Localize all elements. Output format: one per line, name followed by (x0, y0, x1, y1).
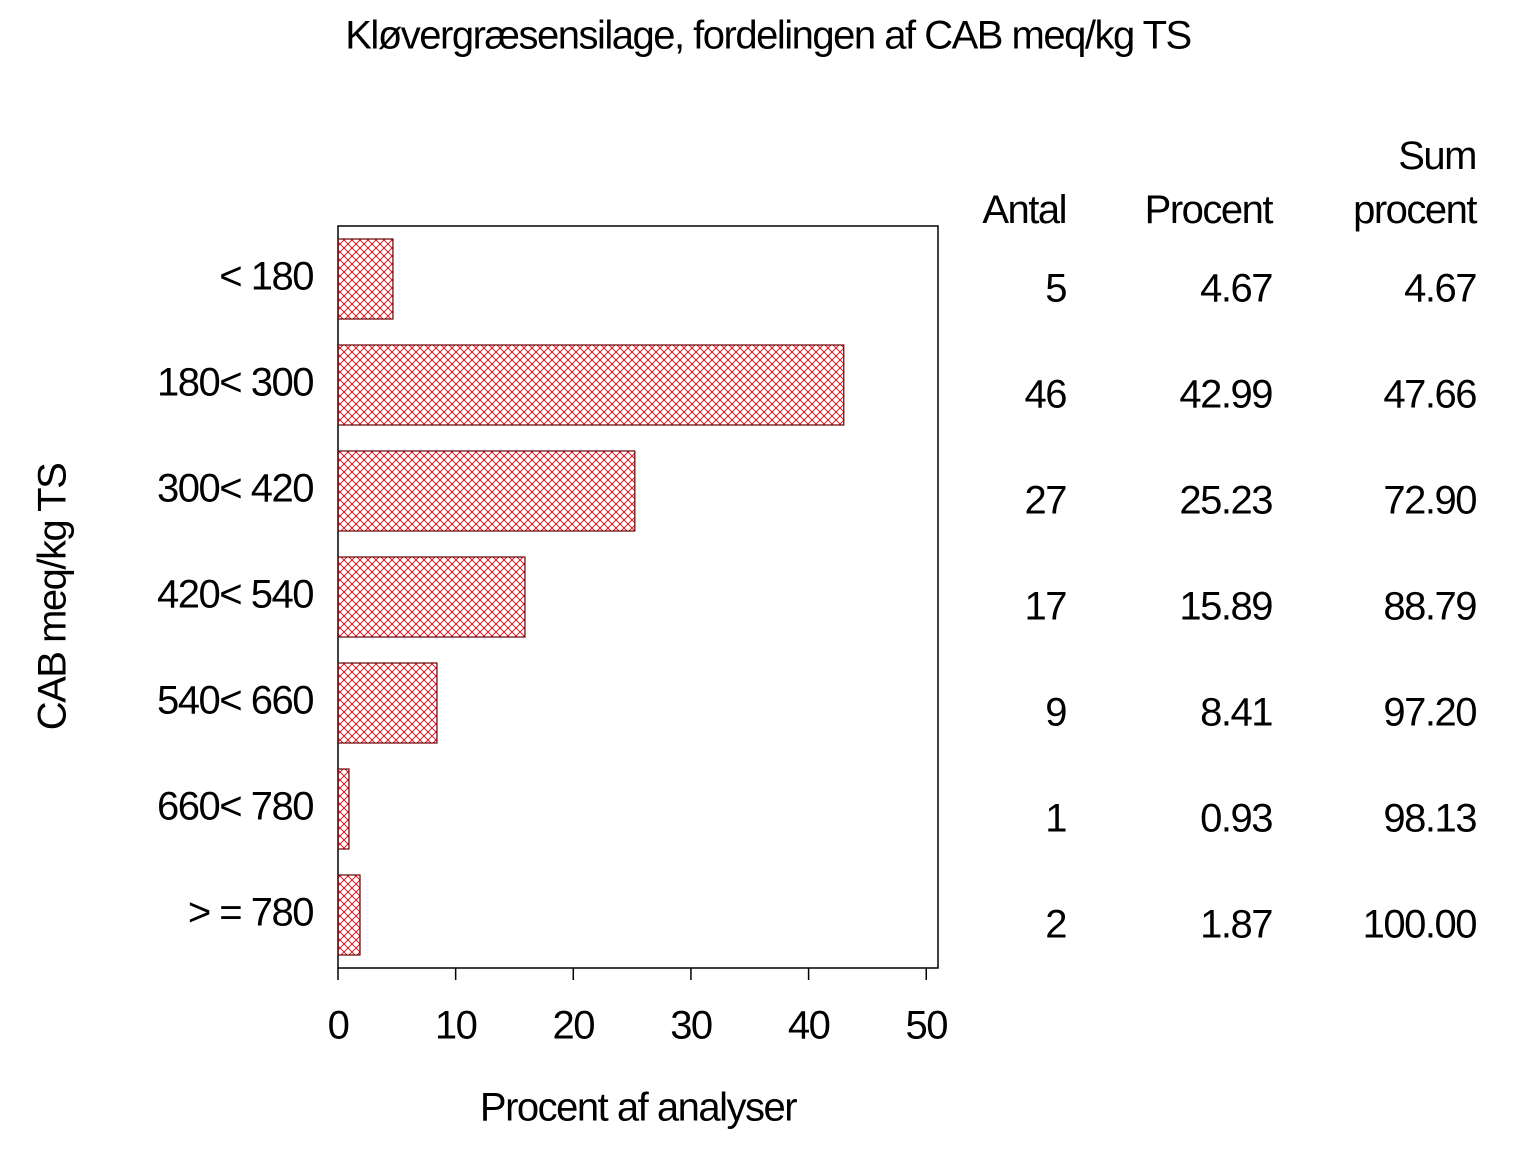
bar (337, 662, 438, 744)
y-tick-label: 300< 420 (157, 467, 313, 511)
table-cell: 8.41 (1200, 691, 1272, 735)
x-tick-label: 40 (788, 1004, 830, 1048)
table-cell: 98.13 (1383, 797, 1476, 841)
table-cell: 47.66 (1383, 373, 1476, 417)
y-axis-label: CAB meq/kg TS (31, 464, 75, 731)
x-tick-label: 0 (328, 1004, 349, 1048)
y-tick-label: 540< 660 (157, 679, 313, 723)
table-cell: 17 (1025, 585, 1067, 629)
table-cell: 97.20 (1383, 691, 1476, 735)
table-cell: 27 (1025, 479, 1067, 523)
y-tick-label: 420< 540 (157, 573, 313, 617)
x-tick-label: 10 (435, 1004, 477, 1048)
table-header: Antal (982, 188, 1067, 232)
table-cell: 100.00 (1363, 903, 1477, 947)
x-tick-label: 30 (670, 1004, 712, 1048)
table-header: Procent (1144, 188, 1274, 232)
table-cell: 25.23 (1179, 479, 1272, 523)
y-tick-label: < 180 (219, 255, 313, 299)
y-tick-label: 660< 780 (157, 785, 313, 829)
table-cell: 2 (1045, 903, 1066, 947)
table-cell: 72.90 (1383, 479, 1476, 523)
table-header: Sum procent (1353, 134, 1477, 232)
table-cell: 15.89 (1179, 585, 1272, 629)
table-cell: 46 (1025, 373, 1067, 417)
table-cell: 5 (1045, 267, 1066, 311)
y-tick-label: > = 780 (188, 891, 313, 935)
bar (337, 874, 361, 956)
x-axis-label: Procent af analyser (480, 1086, 797, 1130)
x-tick-label: 20 (553, 1004, 595, 1048)
bar (337, 238, 394, 320)
chart-title: Kløvergræsensilage, fordelingen af CAB m… (345, 14, 1190, 58)
table-cell: 4.67 (1404, 267, 1476, 311)
table-cell: 9 (1045, 691, 1066, 735)
table-cell: 1.87 (1200, 903, 1272, 947)
bar (337, 450, 636, 532)
table-cell: 4.67 (1200, 267, 1272, 311)
table-cell: 42.99 (1179, 373, 1272, 417)
table-cell: 88.79 (1383, 585, 1476, 629)
bar (337, 556, 526, 638)
y-tick-label: 180< 300 (157, 361, 313, 405)
bar (337, 768, 350, 850)
x-tick-label: 50 (905, 1004, 947, 1048)
table-cell: 0.93 (1200, 797, 1272, 841)
table-cell: 1 (1045, 797, 1066, 841)
bar (337, 344, 845, 426)
